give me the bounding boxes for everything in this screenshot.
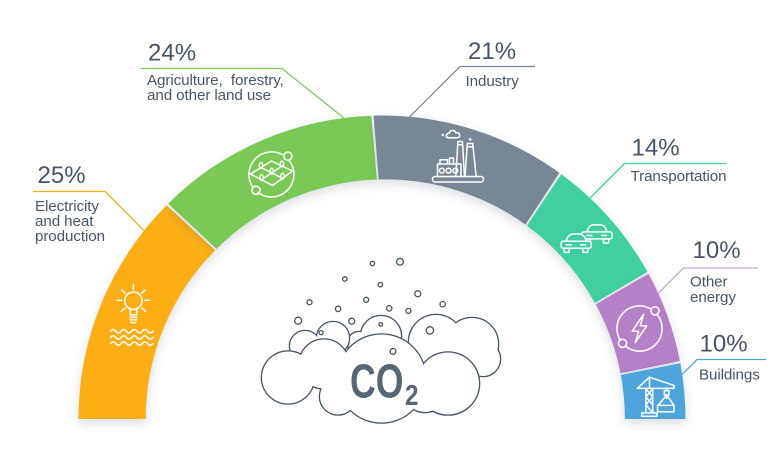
svg-text:24%: 24% <box>148 39 196 66</box>
svg-text:10%: 10% <box>700 331 748 358</box>
svg-text:and heat: and heat <box>35 213 94 230</box>
svg-text:Buildings: Buildings <box>699 367 760 384</box>
svg-text:energy: energy <box>690 289 736 306</box>
svg-text:Other: Other <box>690 274 728 291</box>
svg-text:25%: 25% <box>38 162 86 189</box>
svg-text:and other land use: and other land use <box>147 87 271 104</box>
svg-text:Transportation: Transportation <box>631 168 727 185</box>
svg-text:10%: 10% <box>693 237 741 264</box>
svg-text:Electricity: Electricity <box>35 198 99 215</box>
svg-text:2: 2 <box>405 380 419 412</box>
svg-text:21%: 21% <box>468 38 516 65</box>
svg-text:CO: CO <box>350 356 404 409</box>
svg-text:14%: 14% <box>632 135 680 162</box>
svg-text:Industry: Industry <box>466 73 520 90</box>
svg-text:Agriculture, forestry,: Agriculture, forestry, <box>147 72 284 89</box>
svg-text:production: production <box>35 228 105 245</box>
